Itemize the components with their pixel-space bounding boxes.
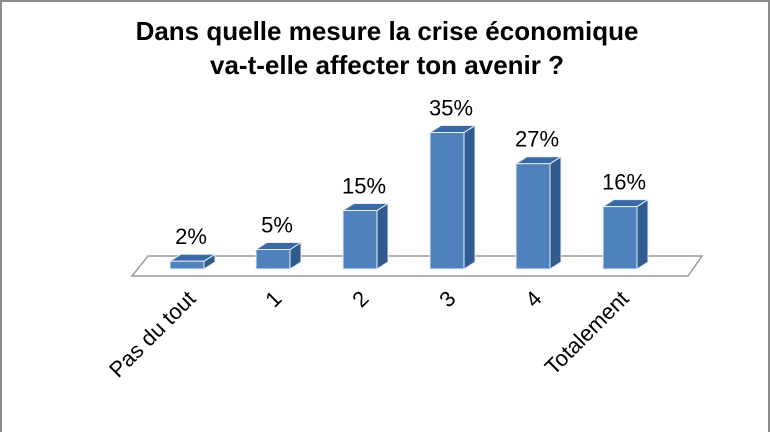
data-label-3: 35% xyxy=(429,96,473,121)
data-label-1: 5% xyxy=(261,213,293,238)
chart-title-line-2: va-t-elle affecter ton avenir ? xyxy=(210,50,564,80)
bar-5 xyxy=(602,206,638,270)
x-tick-label-0: Pas du tout xyxy=(104,286,200,382)
chart-title-line-1: Dans quelle mesure la crise économique xyxy=(135,16,639,46)
x-tick-label-3: 3 xyxy=(434,286,460,312)
data-label-4: 27% xyxy=(515,127,559,152)
bar-side-2 xyxy=(376,202,389,270)
bar-0 xyxy=(169,260,205,270)
data-label-5: 16% xyxy=(602,170,646,195)
bar-4 xyxy=(515,163,551,270)
data-label-2: 15% xyxy=(342,174,386,199)
bar-1 xyxy=(255,249,291,270)
bar-side-4 xyxy=(549,155,562,270)
data-label-0: 2% xyxy=(175,224,207,249)
bar-3 xyxy=(429,132,465,270)
bar-side-5 xyxy=(636,198,649,270)
chart-title: Dans quelle mesure la crise économique v… xyxy=(2,14,770,82)
x-tick-label-2: 2 xyxy=(347,286,373,312)
x-tick-label-1: 1 xyxy=(260,286,286,312)
x-tick-label-4: 4 xyxy=(520,286,546,312)
bar-side-3 xyxy=(463,124,476,270)
x-tick-label-5: Totalement xyxy=(540,286,634,380)
bar-2 xyxy=(342,210,378,270)
